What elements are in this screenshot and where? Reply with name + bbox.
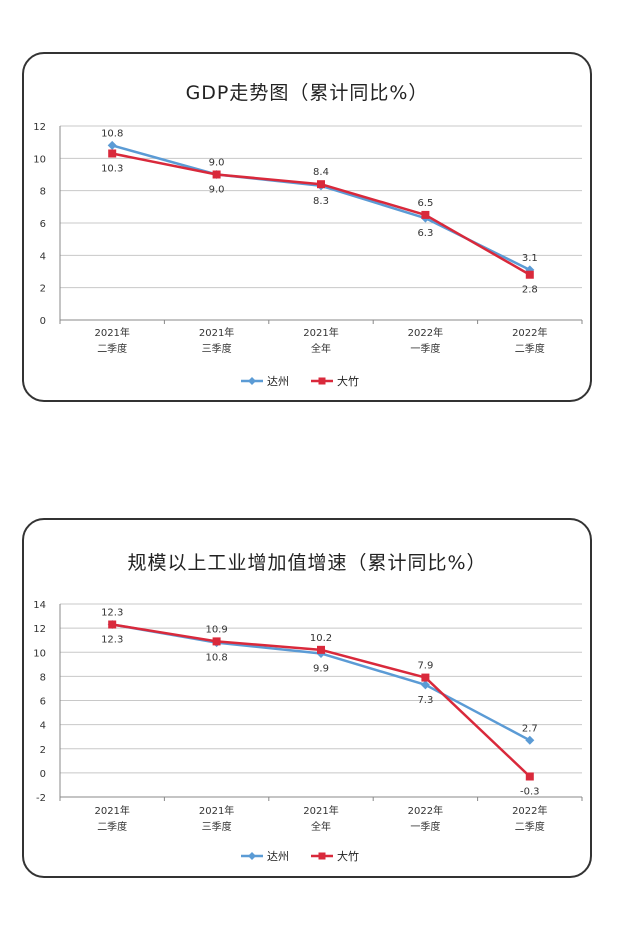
data-label: 7.3	[417, 695, 433, 706]
x-tick-label: 二季度	[515, 342, 545, 355]
y-tick-label: 12	[33, 624, 46, 635]
legend-label: 大竹	[337, 849, 359, 863]
legend-marker	[248, 377, 256, 385]
data-label: 2.7	[522, 723, 538, 734]
y-tick-label: 6	[40, 697, 46, 708]
data-point-dazhu	[525, 270, 534, 279]
y-tick-label: 0	[40, 316, 46, 327]
data-label: 12.3	[101, 608, 123, 619]
x-tick-label: 三季度	[202, 820, 232, 833]
x-tick-label: 一季度	[410, 342, 440, 355]
data-label: 7.9	[417, 661, 433, 672]
data-label: -0.3	[520, 786, 540, 797]
y-tick-label: 12	[33, 122, 46, 133]
x-tick-label: 全年	[311, 820, 331, 833]
data-point-dazhou	[525, 735, 535, 745]
data-point-dazhu	[525, 772, 534, 781]
data-point-dazhu	[421, 673, 430, 682]
x-tick-label: 二季度	[97, 820, 127, 833]
data-point-dazhu	[421, 210, 430, 219]
data-point-dazhu	[212, 170, 221, 179]
data-point-dazhu	[108, 149, 117, 158]
data-label: 6.5	[417, 198, 433, 209]
y-tick-label: 8	[40, 187, 46, 198]
x-tick-label: 2021年	[94, 326, 129, 339]
chart-title: GDP走势图（累计同比%）	[185, 82, 429, 104]
x-tick-label: 2022年	[408, 326, 443, 339]
data-label: 9.0	[209, 185, 225, 196]
chart-title: 规模以上工业增加值增速（累计同比%）	[127, 552, 487, 574]
x-tick-label: 2022年	[512, 804, 547, 817]
data-label: 9.9	[313, 663, 329, 674]
x-tick-label: 三季度	[202, 342, 232, 355]
x-tick-label: 二季度	[515, 820, 545, 833]
y-tick-label: 14	[33, 600, 46, 611]
y-tick-label: -2	[36, 793, 46, 804]
y-tick-label: 0	[40, 769, 46, 780]
x-tick-label: 2021年	[199, 326, 234, 339]
x-tick-label: 2021年	[94, 804, 129, 817]
x-tick-label: 全年	[311, 342, 331, 355]
data-point-dazhou	[420, 680, 430, 690]
data-label: 6.3	[417, 228, 433, 239]
y-tick-label: 10	[33, 154, 46, 165]
data-label: 3.1	[522, 253, 538, 264]
data-point-dazhu	[108, 620, 117, 629]
x-tick-label: 一季度	[410, 820, 440, 833]
data-label: 8.4	[313, 167, 329, 178]
legend-label: 达州	[267, 375, 289, 388]
x-tick-label: 2021年	[303, 804, 338, 817]
industrial-chart-panel: 规模以上工业增加值增速（累计同比%） -2 0 2 4 6 8 10 12 14 2021年二季度…	[22, 518, 592, 878]
data-label: 10.2	[310, 633, 332, 644]
y-tick-label: 4	[40, 251, 46, 262]
y-tick-label: 2	[40, 745, 46, 756]
y-tick-label: 8	[40, 672, 46, 683]
gdp-chart-panel: GDP走势图（累计同比%） 0 2 4 6 8 10 12 2021年二季度 2021年三季度 2…	[22, 52, 592, 402]
data-label: 12.3	[101, 635, 123, 646]
series-line-dazhou	[111, 144, 531, 272]
x-tick-label: 2022年	[512, 326, 547, 339]
legend-label: 大竹	[337, 374, 359, 388]
x-tick-label: 2021年	[303, 326, 338, 339]
data-label: 10.3	[101, 163, 123, 174]
data-point-dazhou	[107, 140, 117, 150]
data-point-dazhu	[212, 637, 221, 646]
data-point-dazhu	[317, 180, 325, 189]
data-label: 8.3	[313, 196, 329, 207]
y-tick-label: 10	[33, 648, 46, 659]
data-label: 10.8	[101, 128, 123, 139]
y-tick-label: 4	[40, 721, 46, 732]
x-tick-label: 二季度	[97, 342, 127, 355]
legend-label: 达州	[267, 850, 289, 863]
legend-marker	[248, 852, 256, 860]
x-tick-label: 2022年	[408, 804, 443, 817]
data-label: 9.0	[209, 158, 225, 169]
data-point-dazhu	[317, 645, 325, 654]
data-label: 10.9	[205, 624, 227, 635]
x-tick-label: 2021年	[199, 804, 234, 817]
y-tick-label: 6	[40, 219, 46, 230]
data-label: 2.8	[522, 285, 538, 296]
data-label: 10.8	[205, 653, 227, 664]
legend-marker	[318, 852, 326, 860]
y-tick-label: 2	[40, 284, 46, 295]
legend-marker	[318, 377, 326, 385]
